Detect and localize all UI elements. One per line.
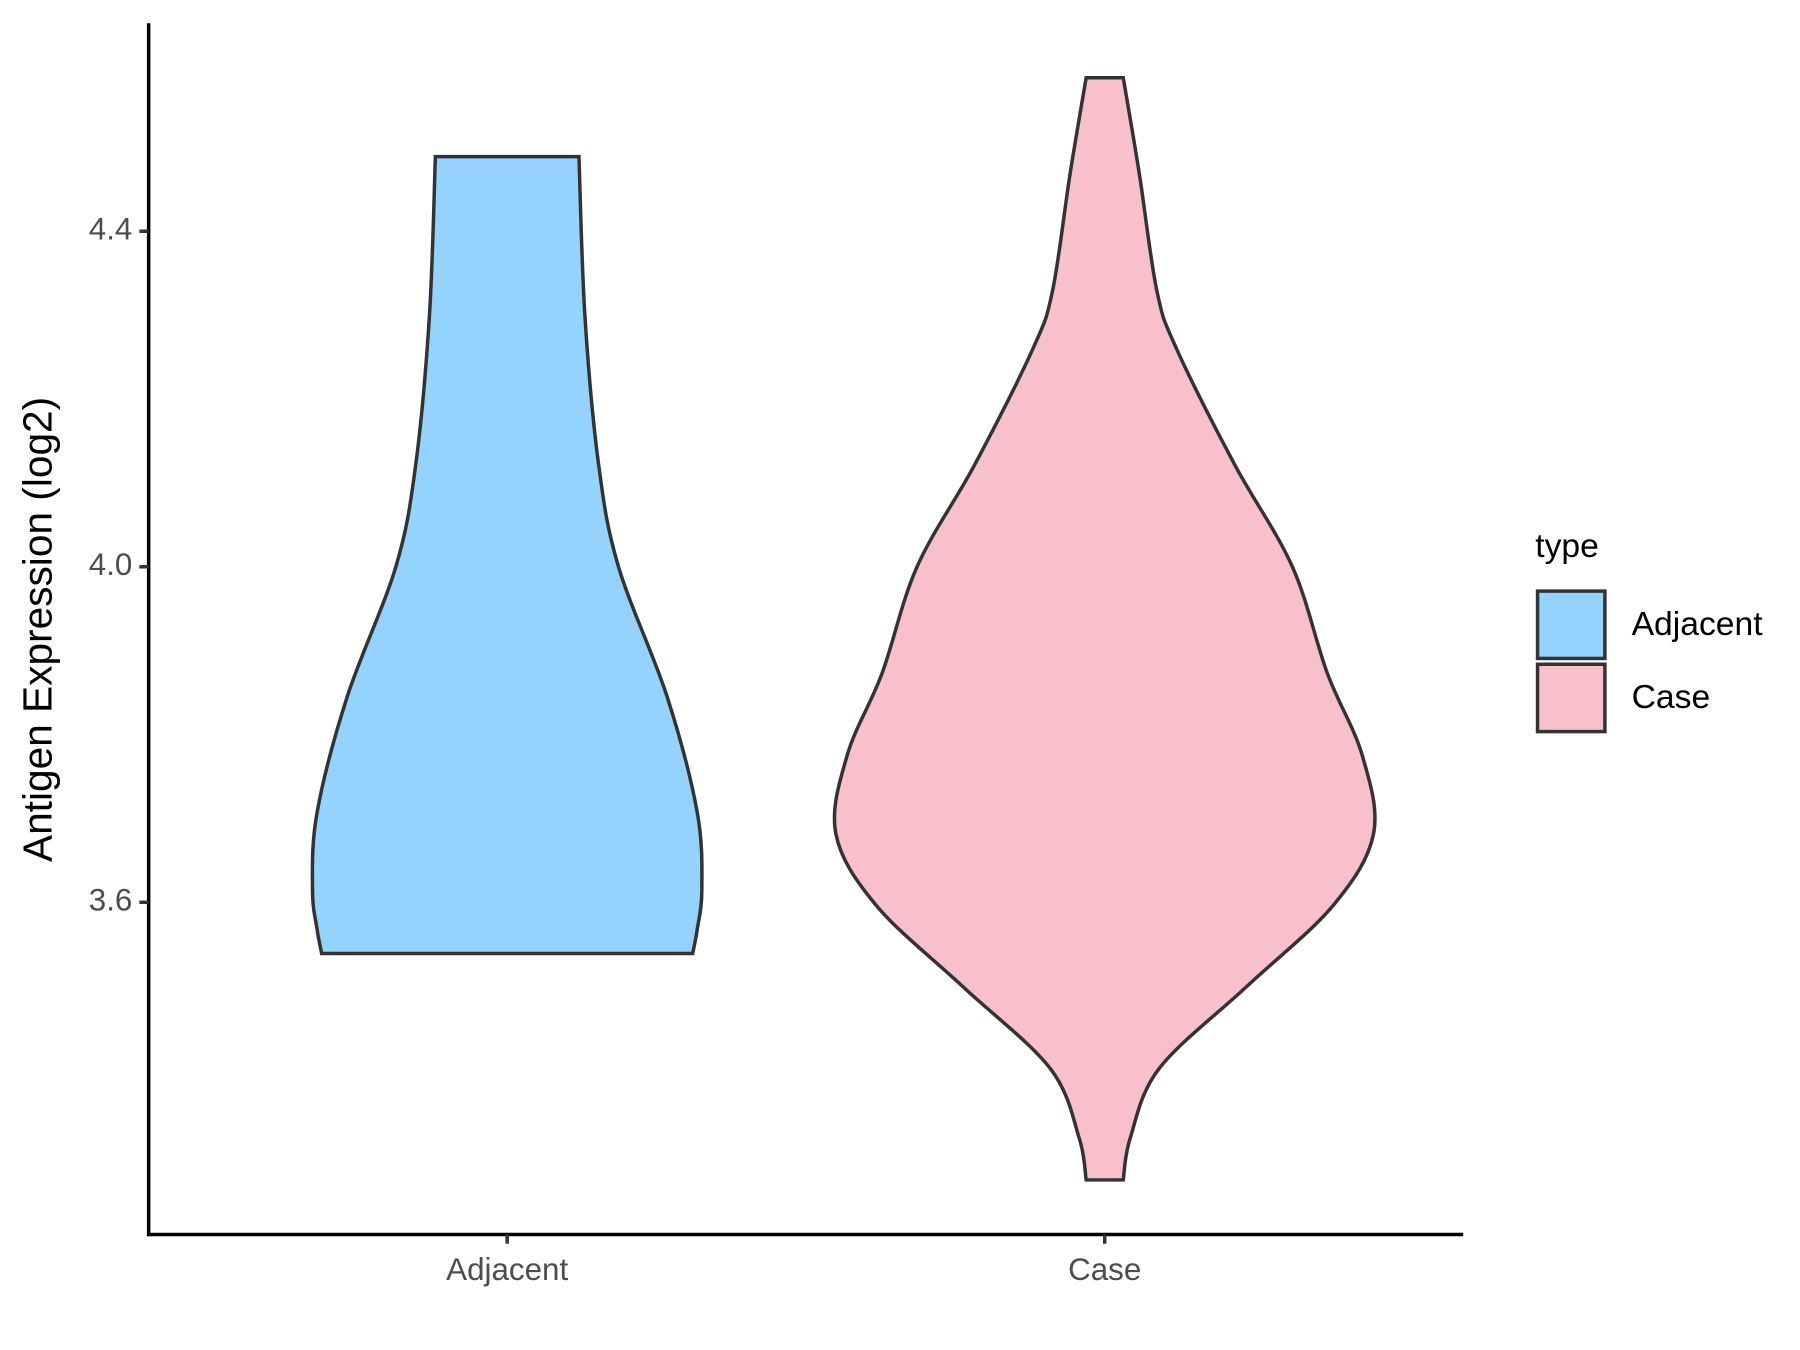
legend-title: type: [1535, 528, 1599, 565]
legend-key: [1535, 589, 1607, 661]
violin: [832, 76, 1377, 1182]
violin: [310, 154, 704, 956]
y-axis-label: Antigen Expression (log2): [14, 397, 60, 862]
y-tick-label: 4.0: [89, 547, 133, 582]
legend-key: [1535, 662, 1607, 734]
x-tick-label: Case: [1068, 1252, 1141, 1287]
y-tick-label: 4.4: [89, 212, 133, 247]
legend-label: Adjacent: [1632, 606, 1764, 643]
legend-label: Case: [1632, 679, 1711, 716]
y-tick-label: 3.6: [89, 883, 133, 918]
x-tick-label: Adjacent: [446, 1252, 568, 1287]
